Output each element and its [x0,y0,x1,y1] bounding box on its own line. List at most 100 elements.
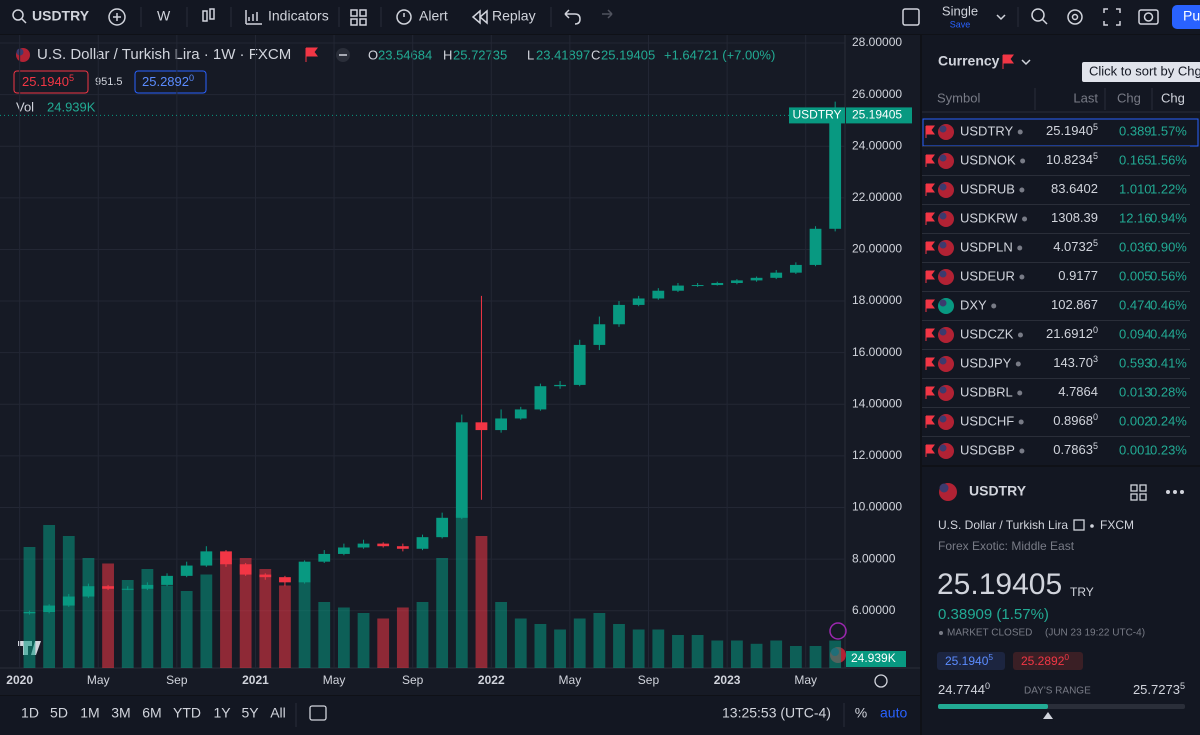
bid-box[interactable] [13,70,89,94]
row-symbol[interactable]: USDNOK [960,152,1016,167]
percent-toggle[interactable]: % [855,705,867,721]
row-chg: 0.474 [1119,297,1152,312]
row-symbol[interactable]: DXY [960,297,987,312]
details-grid[interactable] [1130,484,1138,492]
toolbar-separators [140,7,1019,27]
ask-box[interactable] [134,70,207,94]
row-symbol[interactable]: USDCZK [960,326,1014,341]
details-exchange: FXCM [1100,518,1134,532]
settings-icon[interactable] [1067,9,1083,25]
col-chg-pct[interactable]: Chg [1161,90,1185,105]
range-button[interactable]: All [270,705,286,721]
layout-chevron[interactable] [996,14,1006,21]
layout-name[interactable]: Single [942,3,978,18]
fullscreen-icon[interactable] [1103,8,1121,26]
snapshot-icon[interactable] [1138,9,1159,25]
layout-save[interactable]: Save [950,19,971,29]
watchlist-flag [1002,54,1014,69]
candle-body [672,285,684,291]
title-flag[interactable] [305,47,318,62]
details-icons [1073,484,1147,531]
candle-body [396,546,409,549]
legend-l: 23.41897 [536,47,590,62]
link-icon[interactable] [1073,519,1085,531]
row-icon-canton [939,299,947,307]
range-button[interactable]: YTD [173,705,201,721]
bid-pip: 5 [69,73,74,83]
volume-bar [514,618,527,668]
indicators[interactable]: Indicators [268,8,329,24]
candle-body [750,277,763,281]
col-chg[interactable]: Chg [1117,90,1141,105]
date-range-icon[interactable] [309,705,327,721]
candle-icon[interactable] [202,10,208,22]
publish-label[interactable]: Pu [1183,8,1200,24]
details-status-time: (JUN 23 19:22 UTC-4) [1045,628,1145,639]
candle-body [121,588,134,590]
candle-body [279,577,291,583]
bottom-bar [0,696,920,735]
layout-icon[interactable] [350,9,358,17]
volume-bar [770,640,783,668]
col-symbol[interactable]: Symbol [937,90,980,105]
row-symbol[interactable]: USDTRY [960,123,1014,138]
lightning-icon[interactable] [829,622,847,640]
candle-body [711,282,724,286]
row-symbol[interactable]: USDEUR [960,268,1015,283]
range-button[interactable]: 5Y [241,705,259,721]
menu-dot[interactable] [1166,490,1170,494]
range-button[interactable]: 1Y [213,705,231,721]
menu-dot[interactable] [1173,490,1177,494]
details-panel [922,467,1200,735]
row-symbol[interactable]: USDRUB [960,181,1015,196]
candle-body [573,344,586,385]
row-last-pip: 5 [1093,151,1098,161]
row-symbol[interactable]: USDGBP [960,442,1015,457]
publish-button[interactable] [1172,5,1200,29]
tooltip [1082,62,1200,82]
range-button[interactable]: 6M [142,705,161,721]
watchlist-title[interactable]: Currency [938,53,1000,69]
range-button[interactable]: 5D [50,705,68,721]
alert[interactable]: Alert [419,8,448,24]
layout-square[interactable] [902,8,920,26]
replay[interactable]: Replay [492,8,536,24]
candle-body [455,422,468,518]
row-last-main: 4.0732 [1053,239,1093,254]
row-dot [1019,187,1025,193]
row-chg: 0.165 [1119,152,1152,167]
volume-bar [750,643,763,668]
row-chg-pct: 1.22% [1150,181,1187,196]
quick-search-icon[interactable] [1031,8,1045,22]
watchlist-chevron[interactable] [1021,59,1031,66]
row-symbol[interactable]: USDBRL [960,384,1013,399]
candle-body [180,565,193,576]
menu-dot[interactable] [1180,490,1184,494]
col-last[interactable]: Last [1073,90,1098,105]
volume-bar [789,646,802,668]
row-symbol[interactable]: USDKRW [960,210,1018,225]
range-button[interactable]: 3M [111,705,130,721]
volume-bar [593,613,606,668]
add-icon[interactable] [108,8,126,26]
y-tick-label: 14.00000 [852,396,902,410]
row-symbol[interactable]: USDPLN [960,239,1013,254]
range-button[interactable]: 1D [21,705,39,721]
interval[interactable]: W [157,8,171,24]
row-symbol[interactable]: USDJPY [960,355,1012,370]
undo-icon[interactable] [564,9,581,25]
row-dot [991,303,997,309]
axis-settings[interactable] [874,674,888,688]
row-chg: 0.002 [1119,413,1152,428]
row-flag [925,241,935,254]
replay-icon[interactable] [471,9,488,25]
indicators-icon[interactable] [245,10,262,25]
row-symbol[interactable]: USDCHF [960,413,1014,428]
row-last-main: 25.1940 [1046,123,1093,138]
alert-icon[interactable] [396,9,412,25]
auto-toggle[interactable]: auto [880,705,907,721]
symbol-search[interactable]: USDTRY [32,8,90,24]
range-button[interactable]: 1M [80,705,99,721]
search-icon[interactable] [12,9,24,21]
